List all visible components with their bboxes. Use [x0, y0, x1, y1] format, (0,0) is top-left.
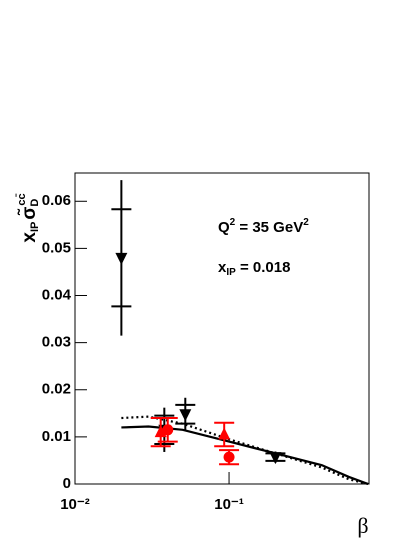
- y-label-part: σ̃: [17, 207, 40, 220]
- x-tick-label: 10⁻¹: [214, 496, 244, 513]
- model-curve: [121, 425, 369, 486]
- annotation-part: 2: [230, 217, 236, 228]
- marker: [115, 252, 128, 265]
- annotation: xIP = 0.018: [218, 259, 290, 278]
- marker: [269, 452, 282, 465]
- annotation: Q2 = 35 GeV2: [218, 217, 309, 236]
- plot-frame: [74, 172, 370, 485]
- y-label-part: D: [29, 199, 41, 207]
- y-label-part: x: [19, 232, 40, 243]
- marker: [218, 427, 231, 440]
- y-tick-label: 0.01: [42, 428, 71, 445]
- marker: [179, 409, 192, 422]
- marker: [154, 425, 167, 438]
- annotation-part: = 35 GeV: [235, 219, 303, 236]
- annotation-part: IP: [226, 267, 236, 278]
- y-label-part: cc̄: [16, 193, 28, 205]
- y-tick-label: 0: [63, 475, 71, 492]
- annotation-part: 2: [303, 217, 309, 228]
- y-tick-label: 0.04: [42, 286, 72, 303]
- model-curve: [121, 415, 369, 486]
- y-tick-label: 0.03: [42, 334, 71, 351]
- x-tick-label: 10⁻²: [60, 496, 90, 513]
- annotation-part: Q: [218, 219, 230, 236]
- annotation-part: x: [218, 259, 227, 276]
- annotation-part: = 0.018: [236, 259, 291, 276]
- y-label-part: IP: [29, 222, 41, 232]
- marker: [162, 424, 174, 436]
- y-axis-label: xIP σ̃Dcc̄: [16, 193, 41, 242]
- marker: [223, 451, 235, 463]
- x-axis-label: β: [357, 513, 368, 538]
- y-tick-label: 0.05: [42, 239, 71, 256]
- y-tick-label: 0.06: [42, 192, 71, 209]
- y-tick-label: 0.02: [42, 381, 71, 398]
